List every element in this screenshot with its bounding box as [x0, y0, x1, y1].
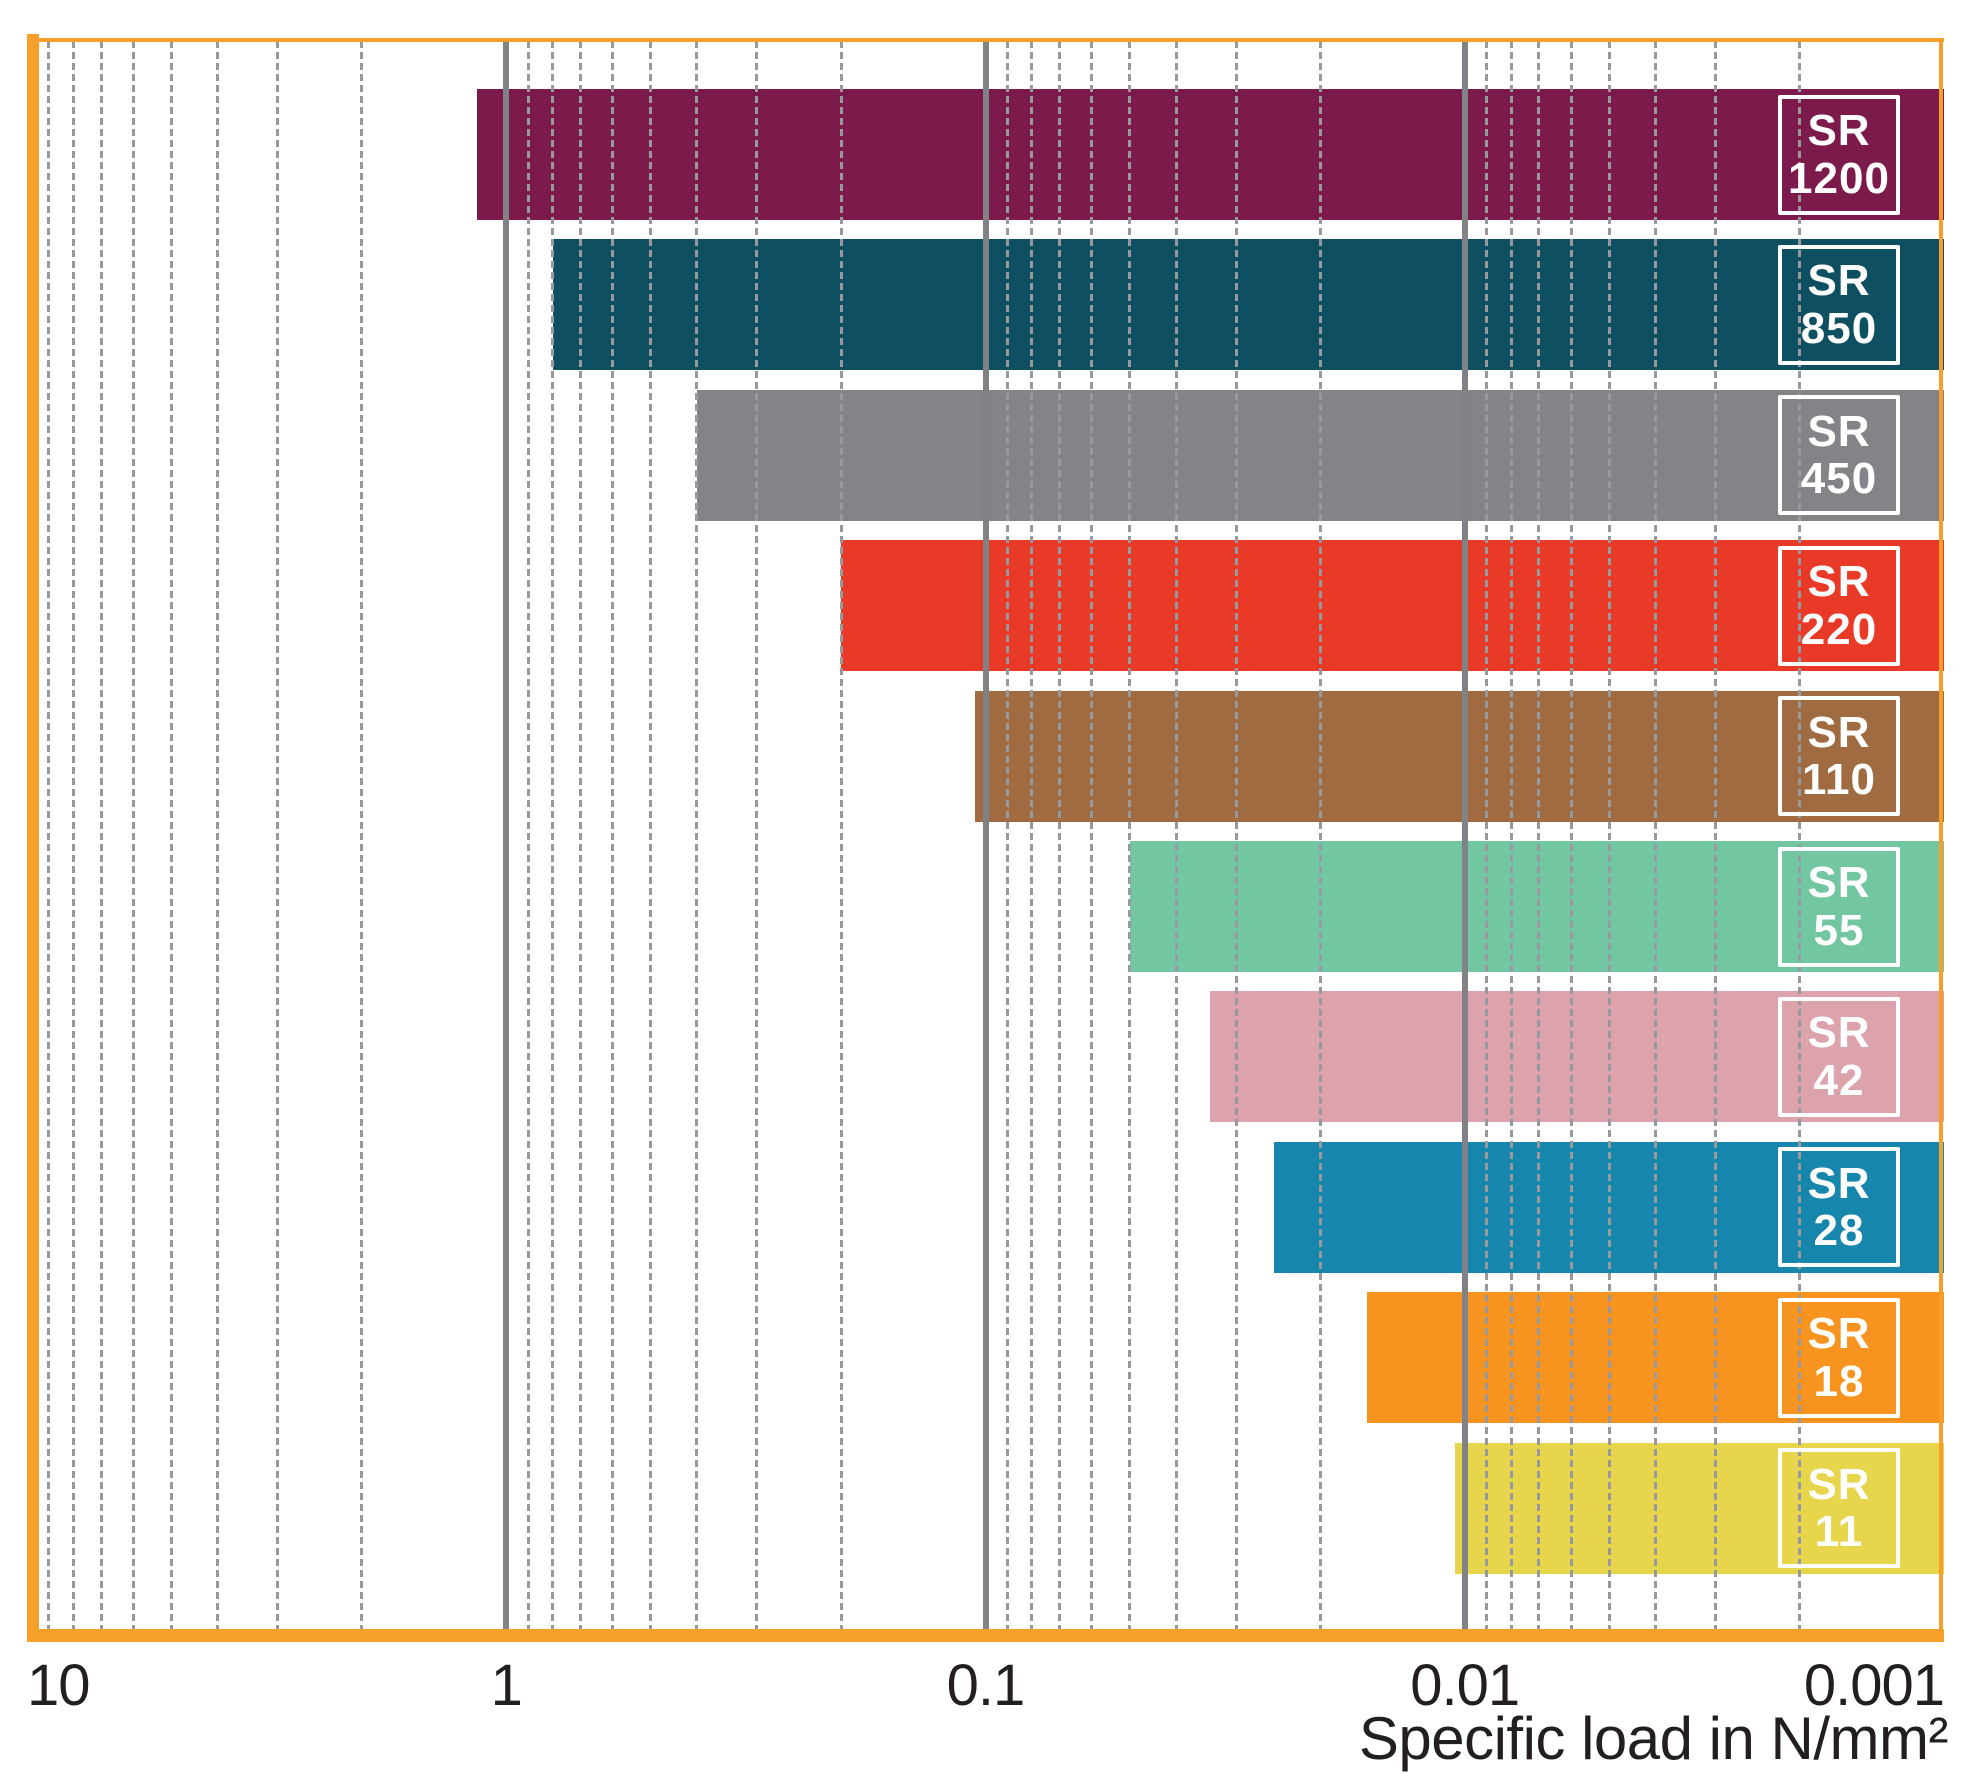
minor-gridline — [1537, 41, 1541, 1629]
bar: SR 850 — [552, 239, 1944, 371]
minor-gridline — [1090, 41, 1094, 1629]
bar-label-series: SR — [1807, 857, 1871, 907]
bar-label-box: SR 11 — [1778, 1448, 1900, 1569]
minor-gridline — [551, 41, 555, 1629]
bar-label-series: SR — [1807, 707, 1871, 757]
bar-label-value: 42 — [1813, 1055, 1865, 1105]
bar-label-box: SR 1200 — [1778, 94, 1900, 215]
minor-gridline — [755, 41, 759, 1629]
axis-frame-bottom — [27, 1629, 1944, 1642]
major-gridline — [1461, 41, 1468, 1629]
minor-gridline — [1653, 41, 1657, 1629]
minor-gridline — [1607, 41, 1611, 1629]
bar-label-value: 18 — [1813, 1356, 1865, 1406]
bar-label-box: SR 18 — [1778, 1297, 1900, 1418]
minor-gridline — [611, 41, 615, 1629]
bar-label-value: 55 — [1813, 905, 1865, 955]
bar-label-box: SR 450 — [1778, 395, 1900, 516]
bar-label-value: 220 — [1800, 604, 1878, 654]
bar-label-series: SR — [1807, 1309, 1871, 1359]
minor-gridline — [1234, 41, 1238, 1629]
minor-gridline — [276, 41, 280, 1629]
minor-gridline — [1569, 41, 1573, 1629]
bar-label-series: SR — [1807, 105, 1871, 155]
bar-label-value: 28 — [1813, 1206, 1865, 1256]
bar-label-value: 110 — [1802, 755, 1876, 805]
bar-label-series: SR — [1807, 256, 1871, 306]
bar-label-series: SR — [1807, 1459, 1871, 1509]
bar-label-box: SR 42 — [1778, 996, 1900, 1117]
major-gridline — [982, 41, 989, 1629]
bar-label-value: 450 — [1800, 454, 1878, 504]
axis-frame-top — [39, 38, 1944, 42]
bar-label-value: 1200 — [1788, 153, 1890, 203]
bar: SR 55 — [1129, 841, 1944, 972]
bar: SR 220 — [841, 540, 1944, 672]
minor-gridline — [695, 41, 699, 1629]
bar: SR 42 — [1210, 991, 1944, 1123]
x-axis-tick-label: 0.01 — [1410, 1653, 1520, 1718]
bar-label-series: SR — [1807, 1158, 1871, 1208]
bar-label-box: SR 110 — [1778, 696, 1900, 817]
minor-gridline — [99, 41, 103, 1629]
minor-gridline — [47, 41, 51, 1629]
minor-gridline — [649, 41, 653, 1629]
minor-gridline — [169, 41, 173, 1629]
minor-gridline — [526, 41, 530, 1629]
major-gridline — [503, 41, 510, 1629]
bar: SR 110 — [975, 690, 1944, 822]
minor-gridline — [1005, 41, 1009, 1629]
minor-gridline — [1713, 41, 1717, 1629]
bar-label-value: 11 — [1814, 1507, 1864, 1557]
plot-area: SR 1200 SR 850 SR 450 SR 220 SR 110 SR 55 SR 42 SR 28 SR… — [27, 34, 1944, 1642]
x-axis-tick-label: 1 — [490, 1653, 523, 1718]
bar-label-box: SR 220 — [1778, 545, 1900, 666]
minor-gridline — [839, 41, 843, 1629]
minor-gridline — [1318, 41, 1322, 1629]
minor-gridline — [71, 41, 75, 1629]
x-axis-tick-label: 0.001 — [1803, 1653, 1945, 1718]
bar-label-series: SR — [1807, 557, 1871, 607]
minor-gridline — [1174, 41, 1178, 1629]
bar: SR 11 — [1454, 1442, 1944, 1574]
minor-gridline — [1128, 41, 1132, 1629]
minor-gridline — [578, 41, 582, 1629]
axis-frame-right — [1939, 38, 1943, 1629]
minor-gridline — [1485, 41, 1489, 1629]
bar-label-value: 850 — [1800, 303, 1878, 353]
axis-frame-left — [27, 34, 39, 1642]
x-axis-tick-label: 0.1 — [946, 1653, 1026, 1718]
x-axis-title: Specific load in N/mm² — [1358, 1705, 1949, 1772]
minor-gridline — [1798, 41, 1802, 1629]
minor-gridline — [1509, 41, 1513, 1629]
bar-label-box: SR 850 — [1778, 244, 1900, 365]
bar-label-series: SR — [1807, 1008, 1871, 1058]
bar: SR 1200 — [477, 89, 1944, 220]
x-axis-tick-labels: 10 1 0.1 0.01 0.001 — [27, 1652, 1945, 1718]
minor-gridline — [216, 41, 220, 1629]
minor-gridline — [1058, 41, 1062, 1629]
minor-gridline — [131, 41, 135, 1629]
minor-gridline — [360, 41, 364, 1629]
minor-gridline — [1030, 41, 1034, 1629]
bar-label-series: SR — [1807, 406, 1871, 456]
bar-label-box: SR 55 — [1778, 846, 1900, 967]
bar-label-box: SR 28 — [1778, 1147, 1900, 1268]
x-axis-tick-label: 10 — [27, 1653, 91, 1718]
